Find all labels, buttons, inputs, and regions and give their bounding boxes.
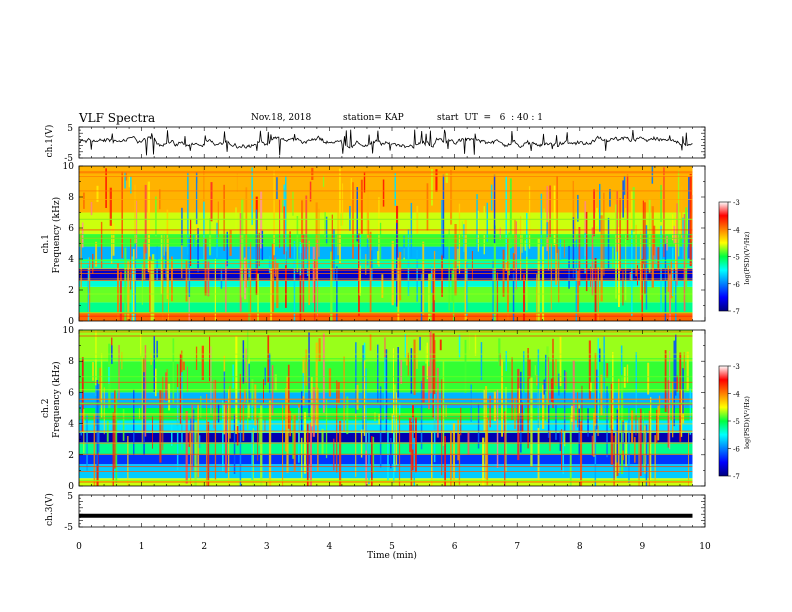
ch2-colorbar-tick-label: -7 [733, 473, 740, 481]
ch2-ytick-label: 4 [68, 420, 74, 430]
ch2-channel-label: ch.2 [41, 399, 51, 418]
station-label: station= KAP [343, 113, 404, 123]
ch1-band [79, 234, 693, 247]
ch2-band [79, 454, 693, 465]
ch1-colorbar-tick-label: -6 [733, 281, 740, 289]
ch1-ytick-label: 2 [68, 286, 74, 296]
ch3-ylabel: ch.3(V) [44, 493, 55, 526]
xtick-label: 1 [139, 542, 145, 552]
ch2-colorbar-tick-label: -4 [733, 391, 740, 399]
ch1-channel-label: ch.1 [41, 234, 51, 253]
ch1-colorbar: -3 -4 -5 -6 -7 log(PSD)(V²/Hz) [718, 199, 751, 316]
panel-frame [78, 126, 706, 159]
ch1-band [79, 280, 693, 287]
ch1-ytick-label: 0 [68, 317, 74, 327]
xtick-label: 4 [327, 542, 333, 552]
ch1-ytick-label: 10 [63, 162, 75, 172]
ch2-ytick-label: 10 [63, 326, 75, 336]
ch1-band [79, 166, 693, 213]
ch1-colorbar-label: log(PSD)(V²/Hz) [743, 231, 751, 284]
ch1-band [79, 302, 693, 314]
ch2-colorbar-tick-label: -6 [733, 446, 740, 454]
ch2-colorbar-tick-label: -3 [733, 363, 740, 371]
xtick-label: 0 [76, 542, 82, 552]
ch3-ytick-label: -5 [64, 523, 73, 533]
ch1-ytick-label: 6 [68, 224, 74, 234]
ch1-spectrogram [79, 166, 693, 321]
ch2-colorbar-scale [718, 365, 729, 477]
xtick-label: 2 [201, 542, 207, 552]
start-time-label: start UT = 6 : 40 : 1 [437, 113, 543, 123]
ch1-colorbar-tick-label: -4 [733, 226, 740, 234]
ch1-band [79, 212, 693, 235]
panel-frame [78, 494, 706, 528]
ch1-colorbar-scale [718, 201, 729, 312]
ch1-ytick-label: -5 [64, 154, 73, 164]
ch1-waveform-line [79, 129, 693, 156]
xtick-label: 6 [452, 542, 458, 552]
ch2-ytick-label: 2 [68, 451, 74, 461]
ch1-ylabel: ch.1(V) [44, 125, 55, 158]
xtick-label: 7 [514, 542, 520, 552]
ch1-band [79, 313, 693, 321]
ch1-ytick-label: 8 [68, 193, 74, 203]
ch1-colorbar-tick-label: -5 [733, 254, 740, 262]
ch1-colorbar-tick-label: -7 [733, 308, 740, 316]
chart-date: Nov.18, 2018 [251, 113, 312, 123]
ch2-ytick-label: 6 [68, 388, 74, 398]
ch3-ytick-label: 5 [67, 492, 73, 502]
ch1-ytick-label: 4 [68, 255, 74, 265]
ch1-waveform-panel [79, 129, 693, 156]
xtick-label: 9 [640, 542, 646, 552]
xtick-label: 5 [389, 542, 395, 552]
xtick-label: 3 [264, 542, 270, 552]
ch1-ylabel: Frequency (kHz) [51, 197, 62, 274]
xtick-label: 10 [699, 542, 711, 552]
ch2-colorbar-tick-label: -5 [733, 418, 740, 426]
ch1-colorbar-tick-label: -3 [733, 199, 740, 207]
chart-title: VLF Spectra [79, 111, 156, 125]
ch2-ytick-label: 0 [68, 482, 74, 492]
ch1-ytick-label: 5 [67, 124, 73, 134]
ch2-spectrogram [79, 330, 693, 486]
ch2-band [79, 432, 693, 443]
xtick-label: 8 [577, 542, 583, 552]
x-axis-label: Time (min) [367, 550, 417, 561]
ch2-ylabel: Frequency (kHz) [51, 361, 62, 438]
ch2-colorbar: -3 -4 -5 -6 -7 log(PSD)(V²/Hz) [718, 363, 751, 481]
ch2-colorbar-label: log(PSD)(V²/Hz) [743, 396, 751, 449]
ch2-ytick-label: 8 [68, 357, 74, 367]
